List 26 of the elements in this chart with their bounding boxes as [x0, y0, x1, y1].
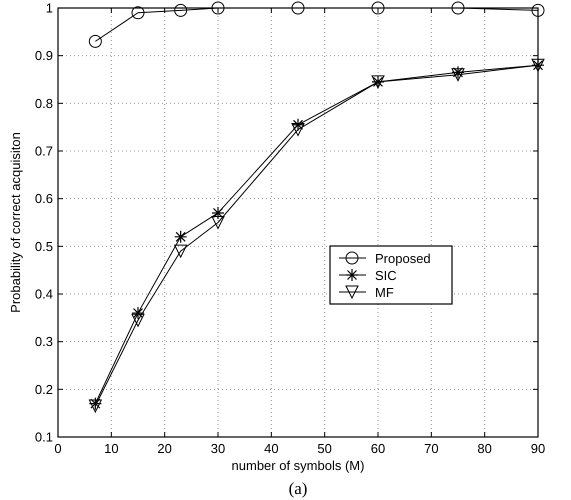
- x-tick-label: 70: [424, 441, 439, 456]
- x-tick-label: 20: [157, 441, 172, 456]
- text: (a): [288, 479, 308, 498]
- y-tick-label: 0.3: [34, 334, 53, 350]
- y-tick-label: 0.7: [34, 144, 53, 158]
- y-tick-label: 0.2: [34, 382, 53, 397]
- legend-label: SIC: [375, 268, 397, 283]
- y-tick-label: 1: [46, 0, 53, 16]
- y-tick-label: 0.8: [34, 96, 53, 111]
- x-axis-title: number of symbols (M): [232, 458, 364, 473]
- legend-label: Proposed: [375, 251, 431, 266]
- x-tick-label: 90: [530, 441, 546, 456]
- x-tick-label: 40: [264, 441, 279, 456]
- legend-label: MF: [375, 285, 394, 300]
- y-tick-label: 0.1: [34, 430, 53, 444]
- x-tick-label: 80: [477, 441, 492, 456]
- y-axis-title: Probability of correct acquisiton: [8, 132, 23, 313]
- x-tick-label: 0: [54, 441, 62, 456]
- y-tick-label: 0.5: [34, 238, 53, 254]
- x-tick-label: 50: [317, 441, 332, 456]
- y-tick-label: 0.6: [34, 191, 53, 206]
- x-tick-label: 10: [104, 441, 119, 456]
- x-tick-label: 30: [210, 441, 226, 456]
- y-tick-label: 0.9: [34, 48, 53, 64]
- x-tick-label: 60: [370, 441, 386, 456]
- y-tick-label: 0.4: [34, 286, 53, 302]
